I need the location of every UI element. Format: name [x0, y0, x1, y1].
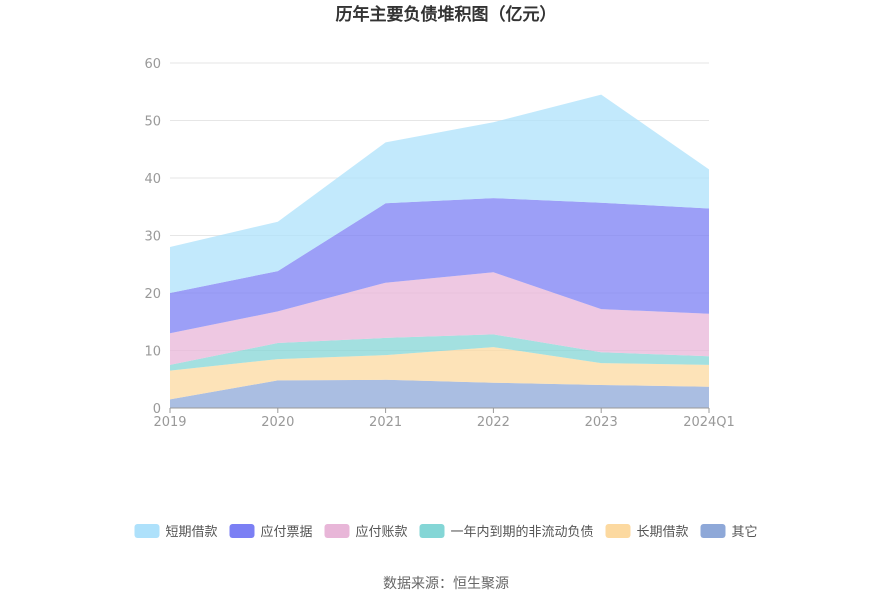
legend-swatch [324, 524, 350, 538]
x-tick-label: 2022 [477, 415, 510, 430]
legend-label: 长期借款 [637, 525, 689, 540]
legend-label: 其它 [732, 524, 758, 540]
area-series-其它[interactable] [170, 379, 709, 408]
y-tick-label: 30 [144, 230, 161, 245]
area-series-应付账款[interactable] [170, 272, 709, 365]
legend-label: 应付票据 [261, 524, 313, 540]
x-tick-label: 2020 [261, 415, 294, 430]
area-series-长期借款[interactable] [170, 347, 709, 400]
legend-item[interactable]: 其它 [700, 524, 758, 540]
legend-item[interactable]: 短期借款 [134, 524, 218, 540]
plot-areas [170, 94, 709, 408]
x-tick-label: 2021 [369, 415, 402, 430]
y-tick-label: 50 [144, 115, 161, 130]
area-series-应付票据[interactable] [170, 198, 709, 334]
legend-item[interactable]: 应付票据 [229, 524, 313, 540]
data-source: 数据来源：恒生聚源 [383, 576, 509, 592]
legend-item[interactable]: 一年内到期的非流动负债 [419, 524, 594, 540]
area-series-短期借款[interactable] [170, 94, 709, 293]
chart-title: 历年主要负债堆积图（亿元） [336, 4, 557, 25]
legend-item[interactable]: 应付账款 [324, 524, 408, 540]
legend-item[interactable]: 长期借款 [605, 524, 689, 540]
y-tick-label: 20 [144, 287, 161, 302]
legend-label: 应付账款 [356, 524, 408, 540]
y-tick-label: 0 [153, 402, 161, 417]
legend-swatch [605, 524, 631, 538]
x-tick-label: 2023 [585, 415, 618, 430]
y-tick-label: 40 [144, 172, 161, 187]
legend-swatch [134, 524, 160, 538]
y-tick-label: 10 [144, 345, 161, 360]
legend-swatch [229, 524, 255, 538]
axes: 0 10 20 30 40 50 60 2019 2020 2021 2022 2023 2024Q1 [144, 57, 734, 430]
legend-label: 一年内到期的非流动负债 [451, 524, 594, 540]
legend[interactable]: 短期借款 应付票据 应付账款 一年内到期的非流动负债 长期借款 其它 [134, 524, 758, 540]
legend-swatch [700, 524, 726, 538]
x-tick-label: 2024Q1 [683, 415, 735, 430]
legend-label: 短期借款 [166, 525, 218, 540]
legend-swatch [419, 524, 445, 538]
x-tick-label: 2019 [153, 415, 186, 430]
area-series-一年内到期的非流动负债[interactable] [170, 334, 709, 371]
y-tick-label: 60 [144, 57, 161, 72]
